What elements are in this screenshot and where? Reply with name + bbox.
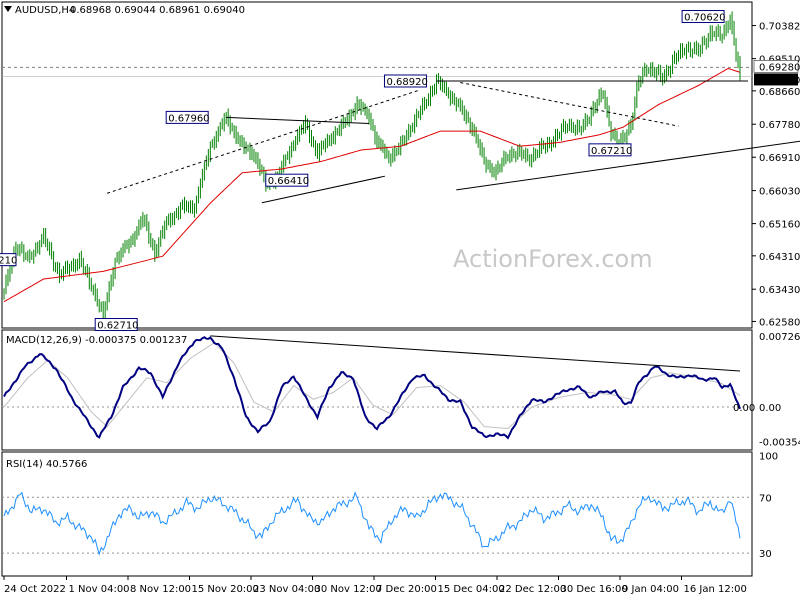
macd-title: MACD(12,26,9) -0.000375 0.001237 — [6, 335, 187, 346]
annotation-box — [265, 173, 309, 187]
price-y-tick-label: 0.67780 — [759, 120, 800, 131]
price-y-tick-label: 0.70382 — [759, 22, 800, 33]
watermark-text: ActionForex.com — [453, 245, 653, 273]
trendline — [226, 116, 370, 124]
trendline — [261, 175, 386, 204]
annotation-label: 0.70620 — [684, 13, 725, 24]
header-ohlc: 0.68968 0.69044 0.68961 0.69040 — [70, 5, 245, 16]
macd-zero-label: 0.00 — [733, 403, 755, 414]
x-tick-label: 15 Dec 04:00 — [437, 584, 504, 595]
rsi-y-tick-label: 70 — [759, 493, 772, 504]
price-y-tick-label: 0.66910 — [759, 153, 800, 164]
annotation-box — [165, 110, 209, 124]
rsi-y-tick-label: 100 — [759, 451, 778, 462]
rsi-pane-frame — [1, 451, 753, 577]
x-tick-label: 30 Dec 16:00 — [560, 584, 627, 595]
x-tick-label: 8 Nov 12:00 — [130, 584, 191, 595]
annotation-label: 0.62710 — [97, 321, 138, 332]
rsi-line — [3, 491, 741, 556]
axis-layer: 0.703820.695100.686600.677800.669100.660… — [3, 22, 800, 595]
annotation-label: 0.67960 — [168, 113, 209, 124]
x-tick-label: 24 Oct 2022 — [4, 584, 66, 595]
x-tick-label: 15 Nov 20:00 — [191, 584, 258, 595]
annotation-label: 0.66410 — [268, 176, 309, 187]
annotation-label: 0.67210 — [591, 146, 632, 157]
x-tick-label: 22 Dec 12:00 — [499, 584, 566, 595]
price-layer: 0.70620 0.68920 0.67960 0.66410 0.67210 0.627… — [0, 10, 800, 332]
annotation-label: 0.68920 — [386, 77, 427, 88]
annotation-box — [0, 253, 17, 267]
annotation-box — [681, 10, 725, 24]
x-tick-label: 7 Dec 20:00 — [376, 584, 437, 595]
x-tick-label: 16 Jan 12:00 — [683, 584, 746, 595]
annotation-box — [94, 318, 138, 332]
x-tick-label: 1 Nov 04:00 — [68, 584, 129, 595]
annotation-label: 0.64210 — [0, 256, 17, 267]
macd-layer — [2, 335, 752, 440]
x-tick-label: 9 Jan 04:00 — [622, 584, 679, 595]
ema-line — [3, 67, 741, 303]
price-y-tick-label: 0.65160 — [759, 220, 800, 231]
current-price-label: 0.69040 — [759, 75, 800, 86]
rsi-y-tick-label: 30 — [759, 549, 772, 560]
level-price-label: 0.69280 — [759, 62, 800, 73]
header-dropdown-icon — [4, 6, 12, 12]
price-y-tick-label: 0.64310 — [759, 252, 800, 263]
annotation-box — [383, 74, 427, 88]
trendline — [107, 89, 421, 194]
macd-pane-frame — [1, 329, 753, 451]
price-y-tick-label: 0.62580 — [759, 317, 800, 328]
rsi-title: RSI(14) 40.5766 — [6, 459, 87, 470]
trendline — [456, 140, 800, 191]
price-y-tick-label: 0.66030 — [759, 187, 800, 198]
macd-y-tick-label: 0.00 — [759, 403, 781, 414]
x-tick-label: 30 Nov 12:00 — [314, 584, 381, 595]
annotation-box — [588, 143, 632, 157]
trendline — [460, 82, 679, 127]
macd-line — [3, 336, 741, 440]
x-tick-label: 23 Nov 04:00 — [253, 584, 320, 595]
price-y-tick-label: 0.68660 — [759, 87, 800, 98]
rsi-layer — [2, 491, 752, 556]
macd-y-tick-label: 0.007269 — [759, 332, 800, 343]
level-price-box — [753, 60, 799, 73]
macd-y-tick-label: -0.003542 — [759, 438, 800, 449]
price-y-tick-label: 0.63430 — [759, 285, 800, 296]
price-pane-frame — [1, 1, 753, 329]
header-symbol: AUDUSD,H4 — [15, 5, 75, 16]
current-price-box — [754, 73, 798, 86]
macd-divergence-line — [210, 335, 741, 372]
